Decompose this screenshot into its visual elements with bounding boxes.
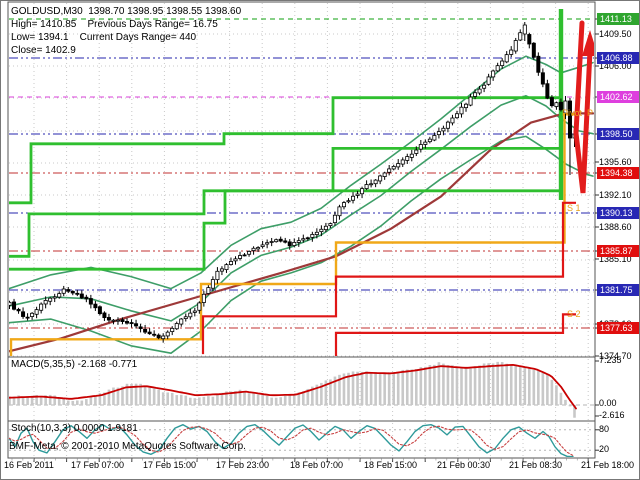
price-tick: 1392.10 xyxy=(599,190,632,200)
price-tick: 1409.50 xyxy=(599,29,632,39)
time-label: 21 Feb 08:30 xyxy=(509,460,563,470)
price-tick: 1374.70 xyxy=(599,351,632,361)
pivot-label: Pivot P xyxy=(562,108,594,118)
support1-label: S 1 xyxy=(567,203,581,213)
price-badge: 1402.62 xyxy=(597,91,639,103)
time-label: 17 Feb 23:00 xyxy=(216,460,270,470)
price-badge: 1398.50 xyxy=(597,128,639,140)
time-label: 17 Feb 15:00 xyxy=(143,460,197,470)
price-badge: 1390.13 xyxy=(597,207,639,219)
price-badge: 1394.38 xyxy=(597,167,639,179)
price-badge: 1385.87 xyxy=(597,245,639,257)
price-tick: 1406.00 xyxy=(599,61,632,71)
time-label: 18 Feb 15:00 xyxy=(364,460,418,470)
macd-label: MACD(5,35,5) -2.168 -0.771 xyxy=(11,359,138,370)
time-label: 16 Feb 2011 xyxy=(4,460,54,470)
stoch-level-high: 80 xyxy=(599,424,610,434)
price-badge: 1406.88 xyxy=(597,52,639,64)
macd-panel xyxy=(9,361,577,418)
high-range-line: High= 1410.85 Previous Days Range= 16.75 xyxy=(11,19,218,30)
time-label: 21 Feb 18:00 xyxy=(581,460,635,470)
price-tick: 1385.10 xyxy=(599,254,632,264)
main-panel xyxy=(9,9,594,356)
macd-scale-min: -2.616 xyxy=(599,410,625,420)
stoch-label: Stoch(10,3,3) 0.0000 1.9181 xyxy=(11,423,138,434)
time-label: 17 Feb 07:00 xyxy=(71,460,125,470)
macd-scale-zero: 0.00 xyxy=(599,398,617,408)
price-badge: 1377.63 xyxy=(597,322,639,334)
stoch-level-low: 20 xyxy=(599,444,610,454)
price-tick: 1388.60 xyxy=(599,222,632,232)
price-badge: 1381.75 xyxy=(597,284,639,296)
close-line: Close= 1402.9 xyxy=(11,45,76,56)
symbol-quote-line: GOLDUSD,M30 1398.70 1398.95 1398.55 1398… xyxy=(11,6,242,17)
price-badge: 1411.13 xyxy=(597,13,639,25)
macd-scale-max: 7.235 xyxy=(599,355,622,365)
time-label: 21 Feb 00:30 xyxy=(437,460,491,470)
support2-label: S 2 xyxy=(567,309,581,319)
copyright-text: BMF-Meta, © 2001-2010 MetaQuotes Softwar… xyxy=(9,441,246,452)
price-tick: 1395.60 xyxy=(599,157,632,167)
low-range-line: Low= 1394.1 Current Days Range= 440 xyxy=(11,32,197,43)
time-label: 18 Feb 07:00 xyxy=(290,460,344,470)
stoch-panel xyxy=(9,424,574,457)
